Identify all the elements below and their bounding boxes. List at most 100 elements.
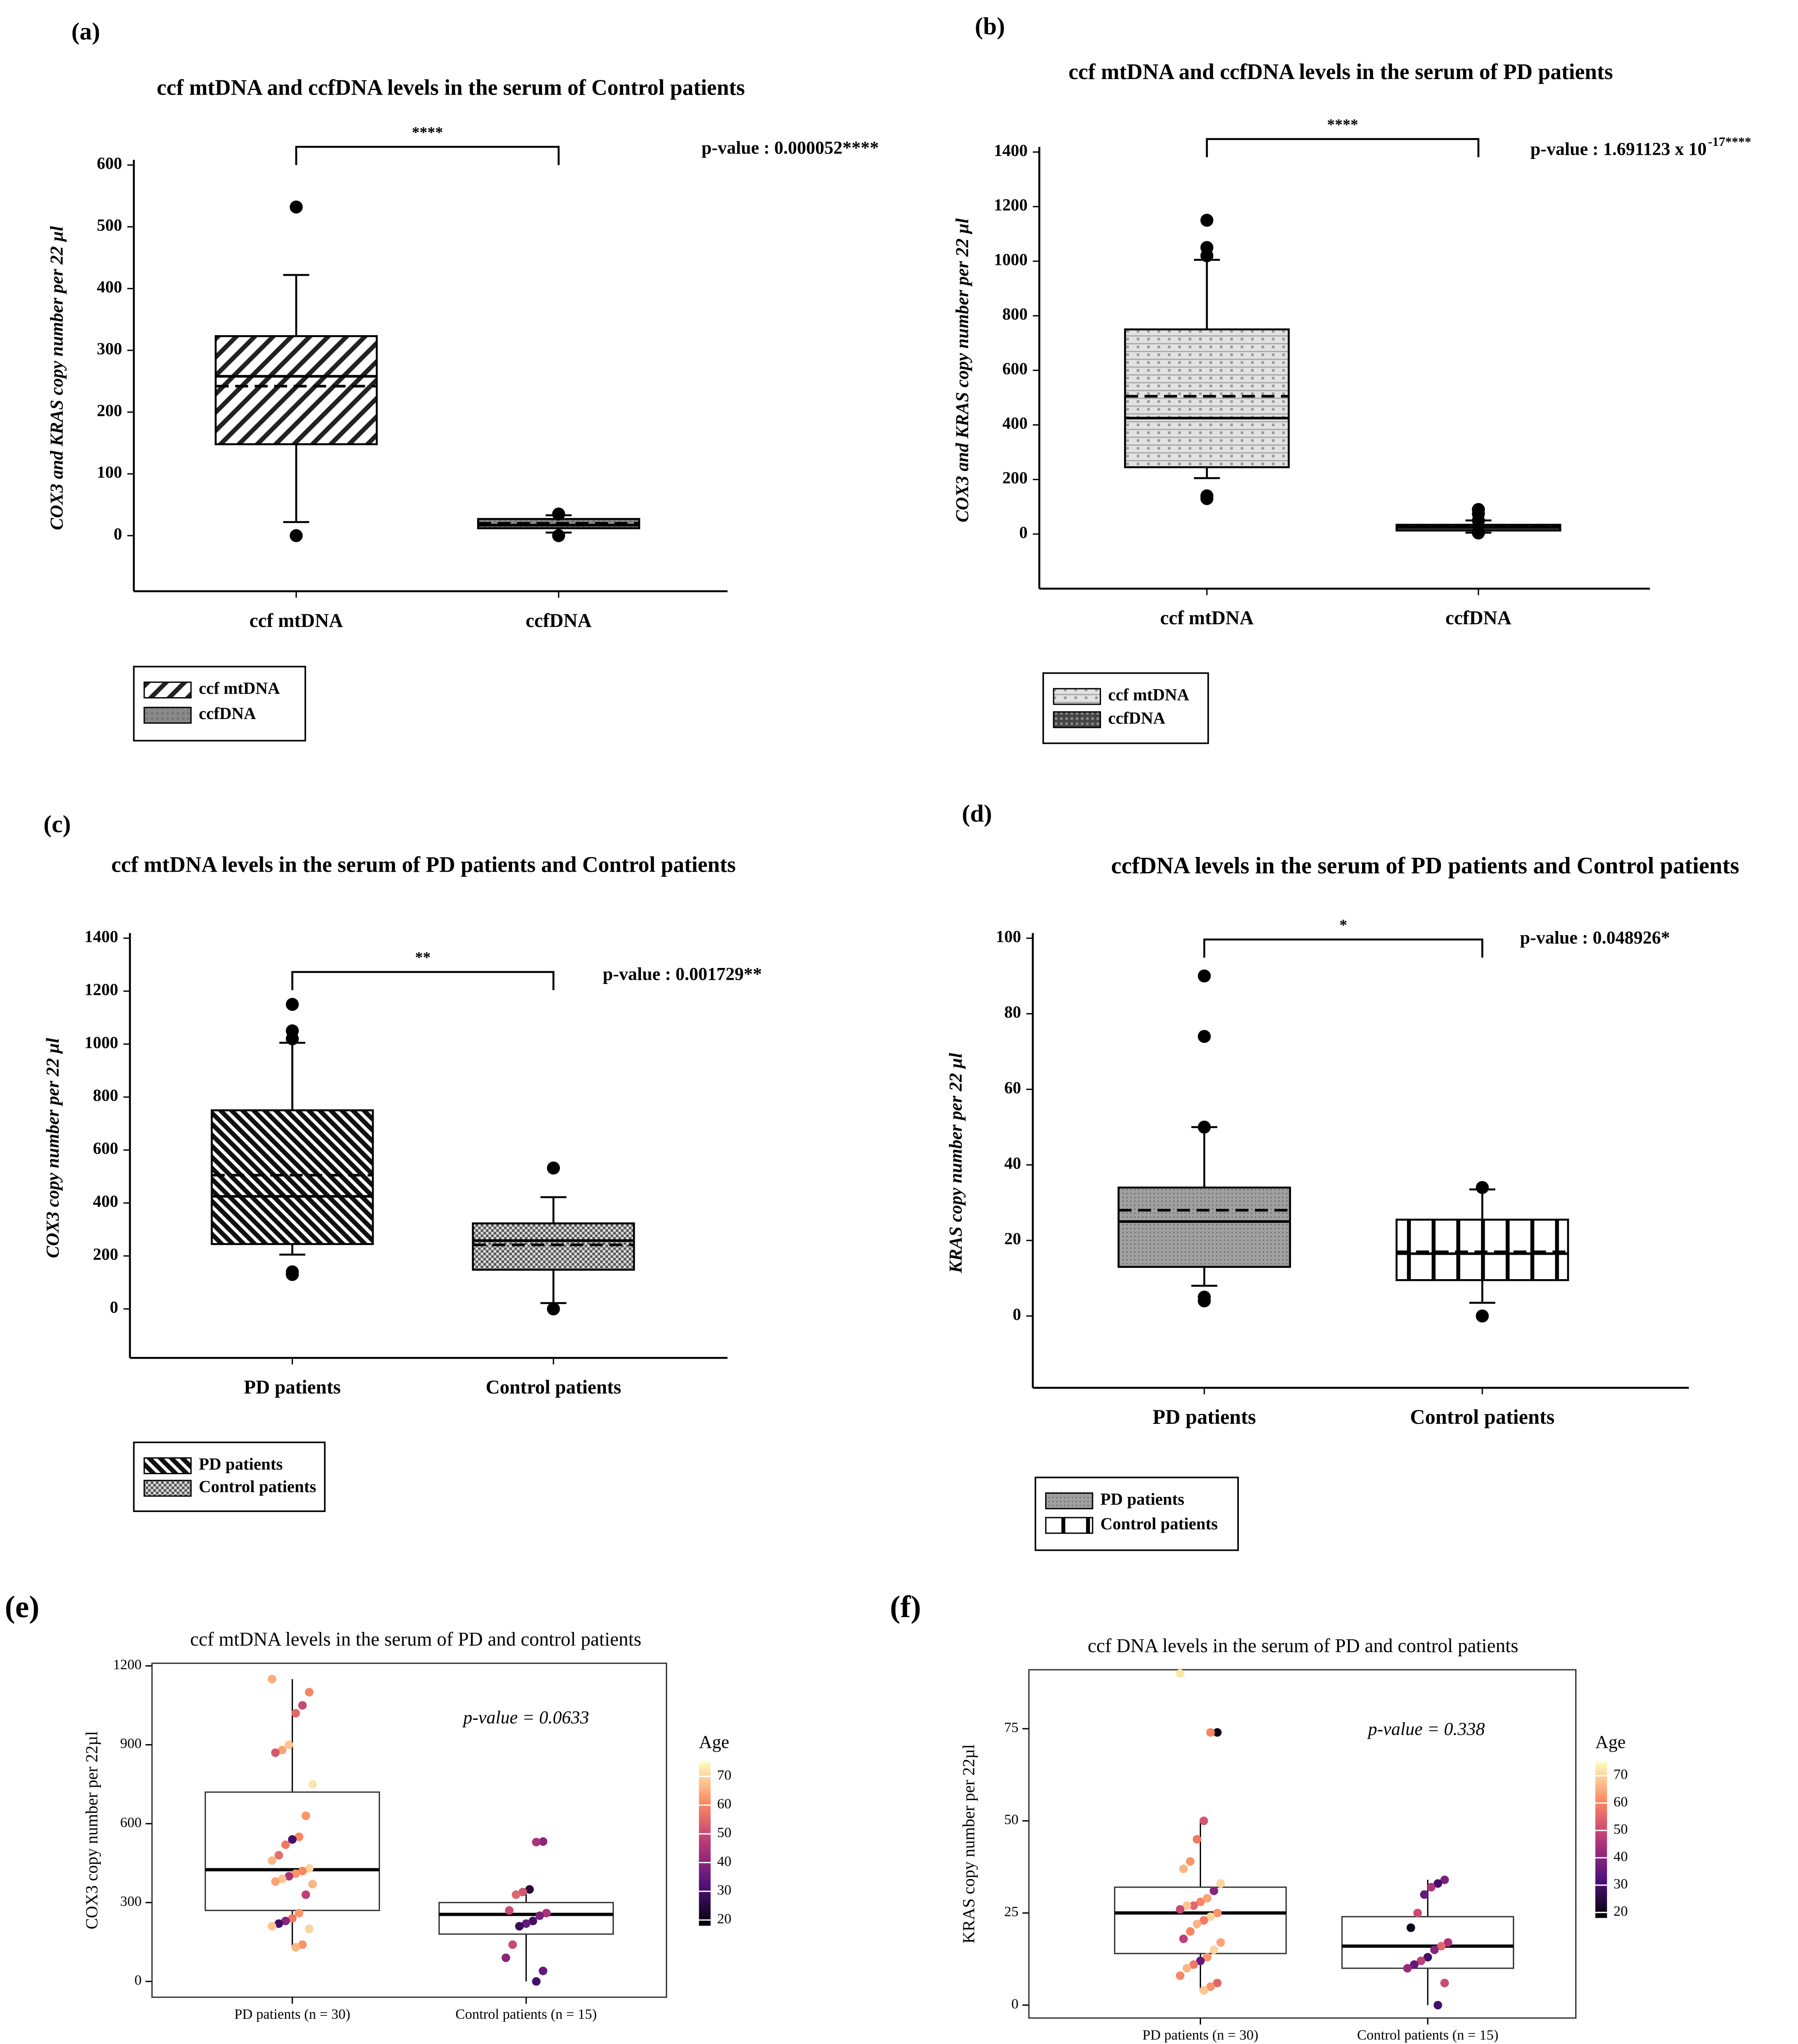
data-point (308, 1780, 317, 1789)
y-tick-label: 800 (93, 1086, 118, 1105)
data-point (1444, 1938, 1452, 1947)
y-tick-label: 100 (996, 927, 1021, 946)
data-point (281, 1917, 290, 1925)
box (1124, 328, 1290, 468)
significance-stars: ** (415, 949, 430, 966)
legend-label: ccf mtDNA (199, 679, 280, 698)
data-point (1423, 1953, 1432, 1962)
y-axis-label: COX3 and KRAS copy number per 22 µl (952, 218, 972, 522)
y-tick-label: 600 (93, 1139, 118, 1158)
legend-swatch (1045, 1517, 1093, 1534)
data-point (1203, 1894, 1212, 1903)
data-point (1430, 1945, 1439, 1954)
data-point (267, 1674, 277, 1684)
legend-swatch (143, 1457, 192, 1474)
data-point (1186, 1857, 1195, 1866)
outlier (1476, 1309, 1489, 1323)
data-point (1199, 1986, 1208, 1995)
data-point (508, 1940, 517, 1949)
significance-stars: * (1339, 917, 1347, 934)
data-point (539, 1837, 547, 1846)
significance-bracket (291, 971, 554, 990)
legend-label: ccfDNA (1108, 709, 1165, 727)
box (1117, 1186, 1291, 1268)
data-point (1213, 1909, 1222, 1917)
legend-frame (133, 666, 306, 742)
colorbar-tick-label: 60 (1613, 1794, 1628, 1810)
outlier (552, 507, 565, 521)
data-point (285, 1740, 293, 1749)
data-point (532, 1838, 541, 1846)
data-point (1193, 1920, 1201, 1928)
x-tick-label: PD patients (1153, 1405, 1256, 1428)
data-point (281, 1840, 290, 1849)
y-tick-label: 0 (1013, 1305, 1021, 1324)
y-tick-label: 1400 (994, 141, 1027, 160)
data-point (528, 1917, 537, 1925)
outlier (1472, 514, 1485, 527)
data-point (1206, 1982, 1215, 1991)
y-tick-label: 600 (1002, 359, 1027, 378)
y-tick-label: 1200 (84, 980, 118, 999)
legend-label: Control patients (1100, 1514, 1217, 1533)
annotation: p-value : 0.001729** (603, 964, 762, 984)
chart-title: ccf mtDNA and ccfDNA levels in the serum… (1069, 60, 1613, 84)
y-axis-label: KRAS copy number per 22 µl (945, 1053, 966, 1274)
y-tick-label: 1200 (113, 1657, 142, 1673)
panel-label: (c) (43, 810, 71, 838)
x-tick-label: Control patients (n = 15) (455, 2007, 597, 2022)
x-tick-label: PD patients (n = 30) (1142, 2027, 1258, 2043)
panel-label: (d) (962, 800, 992, 827)
y-tick-label: 1000 (84, 1033, 118, 1052)
outlier (1198, 969, 1211, 983)
data-point (1199, 1916, 1208, 1925)
data-point (532, 1977, 541, 1986)
box (211, 1109, 374, 1245)
legend-swatch (1053, 688, 1101, 705)
y-tick-label: 0 (1019, 523, 1027, 542)
data-point (1406, 1923, 1415, 1932)
y-tick-label: 100 (97, 463, 122, 481)
x-tick-label: Control patients (486, 1377, 621, 1398)
outlier (290, 529, 303, 542)
legend-swatch (143, 1480, 192, 1497)
x-tick-label: ccfDNA (1445, 608, 1512, 629)
x-tick-label: ccf mtDNA (249, 610, 343, 632)
data-point (1199, 1817, 1208, 1825)
data-point (1416, 1957, 1426, 1965)
data-point (295, 1909, 304, 1917)
colorbar-title: Age (1595, 1732, 1626, 1752)
data-point (1410, 1960, 1419, 1969)
significance-bracket (1206, 138, 1480, 157)
data-point (1206, 1912, 1215, 1921)
significance-bracket (1203, 938, 1484, 958)
y-tick-label: 600 (120, 1815, 142, 1830)
significance-stars: **** (1327, 116, 1358, 133)
colorbar-tick-label: 30 (717, 1883, 731, 1898)
data-point (1216, 1879, 1225, 1888)
data-point (542, 1909, 551, 1917)
colorbar (699, 1762, 711, 1926)
data-point (1183, 1964, 1191, 1973)
box (472, 1222, 635, 1271)
data-point (535, 1911, 544, 1920)
data-point (1189, 1960, 1198, 1969)
data-point (305, 1864, 314, 1873)
colorbar-tick-label: 50 (1613, 1822, 1628, 1837)
colorbar-tick-label: 60 (717, 1796, 731, 1812)
data-point (515, 1922, 524, 1931)
data-point (301, 1811, 310, 1820)
y-tick-label: 20 (1004, 1229, 1021, 1248)
box (1114, 1886, 1287, 1954)
data-point (502, 1953, 510, 1962)
data-point (291, 1869, 300, 1878)
data-point (1206, 1728, 1215, 1737)
data-point (291, 1709, 300, 1718)
legend-swatch (1053, 711, 1101, 728)
colorbar-tick-label: 40 (1613, 1849, 1628, 1864)
data-point (1186, 1927, 1195, 1936)
y-axis-label: COX3 copy number per 22µl (82, 1731, 101, 1929)
data-point (1176, 1905, 1185, 1914)
data-point (298, 1940, 307, 1949)
